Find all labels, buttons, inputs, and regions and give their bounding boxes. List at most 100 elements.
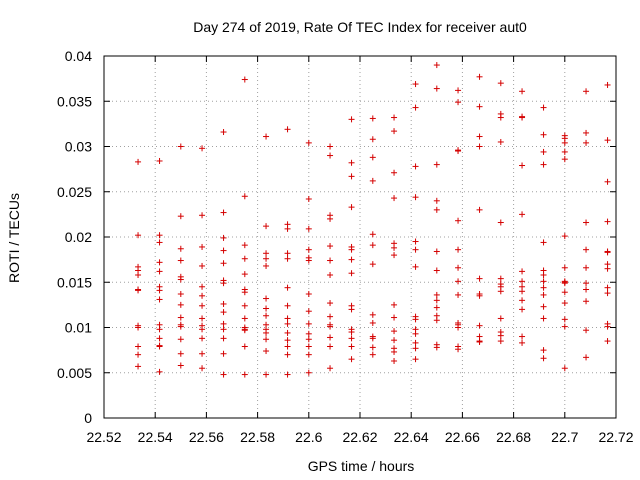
data-point: [305, 291, 312, 298]
data-point: [327, 300, 334, 307]
y-axis-label: ROTI / TECUs: [6, 193, 22, 283]
data-point: [305, 320, 312, 327]
y-tick-label: 0.015: [57, 274, 92, 290]
data-point: [391, 128, 398, 135]
data-point: [348, 306, 355, 313]
data-point: [391, 348, 398, 355]
data-point: [583, 354, 590, 361]
data-point: [156, 268, 163, 275]
data-point: [156, 335, 163, 342]
data-point: [583, 139, 590, 146]
data-point: [241, 76, 248, 83]
x-tick-label: 22.52: [86, 429, 121, 445]
axes: 22.52 22.54 22.56 22.58 22.6 22.62 22.64 22.66 2…: [57, 48, 634, 445]
data-point: [540, 272, 547, 279]
data-point: [369, 344, 376, 351]
data-point: [369, 351, 376, 358]
data-point: [391, 252, 398, 259]
data-point: [519, 268, 526, 275]
data-point: [220, 209, 227, 216]
data-point: [177, 323, 184, 330]
data-point: [263, 371, 270, 378]
data-point: [433, 291, 440, 298]
data-point: [348, 116, 355, 123]
data-point: [177, 276, 184, 283]
data-point: [412, 263, 419, 270]
data-point: [284, 315, 291, 322]
data-point: [156, 259, 163, 266]
data-point: [476, 206, 483, 213]
data-point: [369, 335, 376, 342]
data-point: [561, 148, 568, 155]
data-point: [604, 81, 611, 88]
data-point: [583, 246, 590, 253]
data-point: [540, 148, 547, 155]
data-point: [241, 242, 248, 249]
data-point: [369, 136, 376, 143]
data-point: [519, 88, 526, 95]
data-point: [540, 291, 547, 298]
data-point: [583, 298, 590, 305]
data-point: [220, 234, 227, 241]
data-point: [199, 212, 206, 219]
data-point: [348, 204, 355, 211]
data-point: [412, 356, 419, 363]
x-tick-label: 22.66: [445, 429, 480, 445]
data-series: [135, 62, 611, 378]
data-point: [305, 139, 312, 146]
data-point: [284, 337, 291, 344]
data-point: [177, 362, 184, 369]
data-point: [263, 223, 270, 230]
data-point: [327, 272, 334, 279]
data-point: [561, 233, 568, 240]
y-tick-label: 0.01: [65, 320, 92, 336]
data-point: [220, 300, 227, 307]
data-point: [412, 316, 419, 323]
data-point: [583, 88, 590, 95]
data-point: [305, 257, 312, 264]
data-point: [241, 327, 248, 334]
data-point: [220, 335, 227, 342]
data-point: [455, 246, 462, 253]
data-point: [583, 327, 590, 334]
data-point: [220, 260, 227, 267]
data-point: [540, 355, 547, 362]
data-point: [284, 225, 291, 232]
data-point: [412, 81, 419, 88]
data-point: [540, 284, 547, 291]
data-point: [241, 193, 248, 200]
data-point: [220, 280, 227, 287]
data-point: [156, 232, 163, 239]
data-point: [412, 194, 419, 201]
data-point: [455, 346, 462, 353]
data-point: [433, 197, 440, 204]
data-point: [263, 295, 270, 302]
y-tick-label: 0.005: [57, 365, 92, 381]
data-point: [327, 257, 334, 264]
data-point: [369, 177, 376, 184]
x-tick-label: 22.72: [598, 429, 633, 445]
data-point: [369, 261, 376, 268]
x-tick-label: 22.62: [342, 429, 377, 445]
data-point: [305, 195, 312, 202]
data-point: [455, 278, 462, 285]
data-point: [156, 326, 163, 333]
data-point: [348, 246, 355, 253]
data-point: [604, 284, 611, 291]
data-point: [583, 264, 590, 271]
data-point: [263, 305, 270, 312]
data-point: [199, 262, 206, 269]
data-point: [327, 313, 334, 320]
data-point: [540, 239, 547, 246]
y-tick-label: 0.04: [65, 48, 92, 64]
data-point: [156, 343, 163, 350]
data-point: [476, 275, 483, 282]
data-point: [156, 296, 163, 303]
data-point: [263, 348, 270, 355]
data-point: [305, 351, 312, 358]
data-point: [497, 114, 504, 121]
data-point: [540, 104, 547, 111]
data-point: [583, 219, 590, 226]
data-point: [284, 343, 291, 350]
